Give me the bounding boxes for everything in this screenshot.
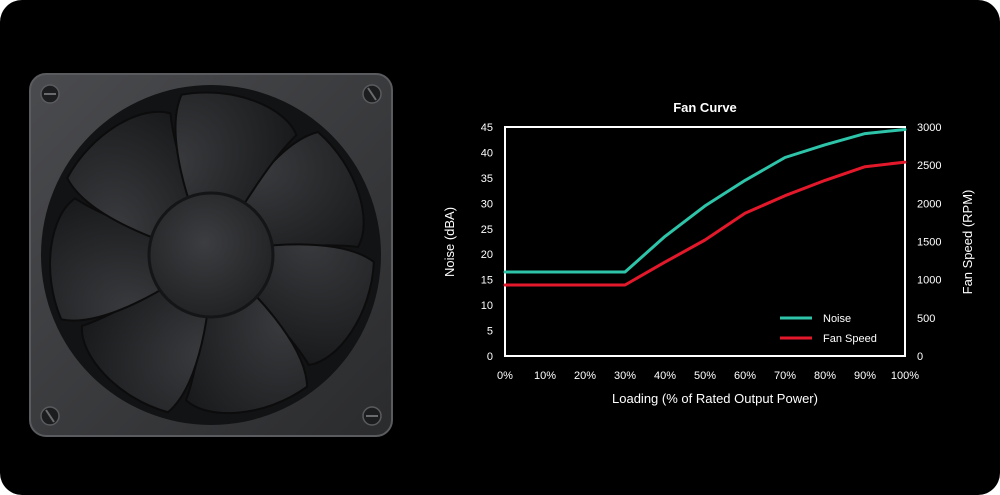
fan-curve-chart: Fan Curve 0% 10% 20% 30% 40% 50% 60% 70% 80% 90% 1…	[442, 100, 975, 406]
right-axis-ticks: 0 500 1000 1500 2000 2500 3000	[917, 122, 941, 363]
left-tick-label: 10	[481, 300, 493, 312]
x-axis-label: Loading (% of Rated Output Power)	[612, 391, 818, 406]
right-tick-label: 500	[917, 313, 935, 325]
series-lines	[503, 128, 907, 287]
right-tick-label: 0	[917, 351, 923, 363]
x-tick-label: 80%	[814, 370, 836, 382]
left-tick-label: 0	[487, 351, 493, 363]
x-tick-label: 20%	[574, 370, 596, 382]
series-line-fan-speed	[503, 160, 907, 287]
right-tick-label: 2000	[917, 198, 941, 210]
case-fan-icon	[29, 73, 393, 437]
left-axis-label: Noise (dBA)	[442, 207, 457, 277]
series-line-noise	[503, 128, 907, 274]
mounting-screw-top-right	[362, 84, 382, 104]
left-tick-label: 25	[481, 224, 493, 236]
left-tick-label: 45	[481, 122, 493, 134]
right-tick-label: 1000	[917, 275, 941, 287]
x-tick-label: 60%	[734, 370, 756, 382]
x-axis-ticks: 0% 10% 20% 30% 40% 50% 60% 70% 80% 90% 100%	[497, 370, 919, 382]
left-tick-label: 30	[481, 198, 493, 210]
x-tick-label: 0%	[497, 370, 513, 382]
legend: Noise Fan Speed	[780, 313, 877, 345]
left-tick-label: 15	[481, 275, 493, 287]
legend-label-fan-speed: Fan Speed	[823, 333, 877, 345]
x-tick-label: 30%	[614, 370, 636, 382]
mounting-screw-bottom-left	[40, 406, 60, 426]
plot-area	[504, 126, 906, 357]
x-tick-label: 10%	[534, 370, 556, 382]
mounting-screw-bottom-right	[362, 406, 382, 426]
mounting-screw-top-left	[40, 84, 60, 104]
chart-title: Fan Curve	[673, 100, 737, 115]
x-tick-label: 50%	[694, 370, 716, 382]
right-tick-label: 1500	[917, 237, 941, 249]
left-tick-label: 35	[481, 173, 493, 185]
x-tick-label: 100%	[891, 370, 919, 382]
left-tick-label: 20	[481, 249, 493, 261]
right-tick-label: 3000	[917, 122, 941, 134]
x-tick-label: 70%	[774, 370, 796, 382]
left-tick-label: 5	[487, 326, 493, 338]
left-axis-ticks: 0 5 10 15 20 25 30 35 40 45	[481, 122, 493, 363]
right-tick-label: 2500	[917, 160, 941, 172]
x-tick-label: 40%	[654, 370, 676, 382]
left-tick-label: 40	[481, 147, 493, 159]
fan-hub	[147, 191, 275, 319]
legend-label-noise: Noise	[823, 313, 851, 325]
x-tick-label: 90%	[854, 370, 876, 382]
right-axis-label: Fan Speed (RPM)	[960, 190, 975, 295]
